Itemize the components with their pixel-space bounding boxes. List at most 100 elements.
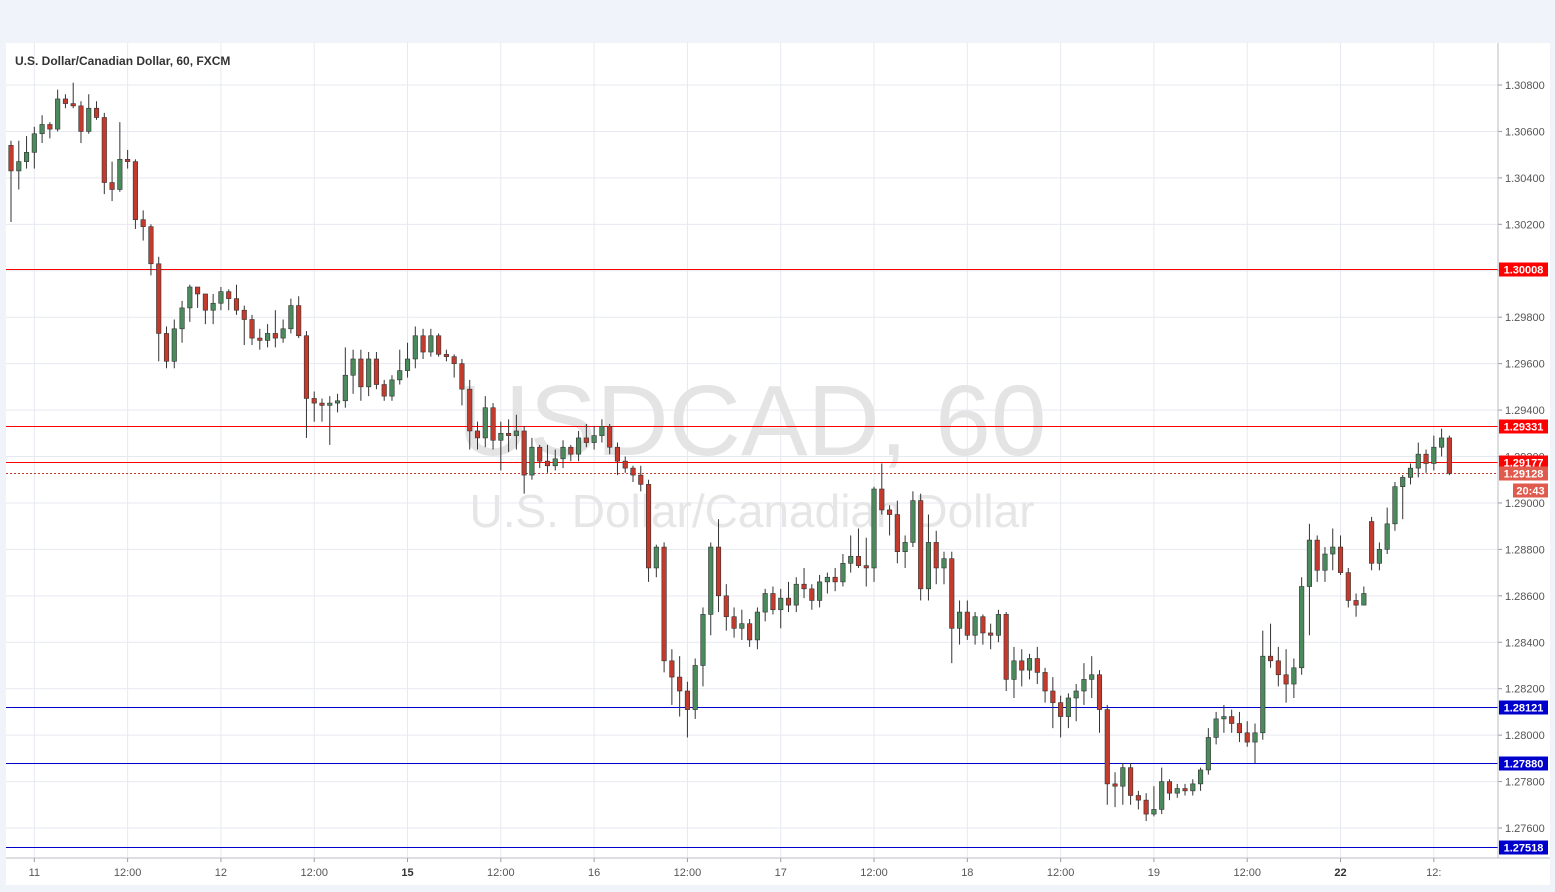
candle[interactable] — [210, 293, 216, 325]
candle[interactable] — [568, 444, 574, 462]
candle[interactable] — [1423, 449, 1429, 473]
candle[interactable] — [163, 326, 170, 369]
candle[interactable] — [1143, 793, 1149, 822]
candle[interactable] — [832, 567, 838, 592]
candle[interactable] — [770, 586, 776, 615]
candle[interactable] — [474, 421, 481, 450]
candle[interactable] — [148, 224, 154, 276]
candle[interactable] — [8, 140, 14, 222]
candle[interactable] — [389, 375, 395, 401]
candle[interactable] — [451, 354, 457, 378]
candle[interactable] — [925, 514, 932, 601]
candle[interactable] — [109, 161, 115, 202]
candle[interactable] — [156, 256, 162, 362]
candle[interactable] — [661, 542, 667, 673]
candle[interactable] — [1299, 577, 1305, 675]
candle[interactable] — [1159, 767, 1165, 815]
candle[interactable] — [824, 572, 830, 594]
candle[interactable] — [1065, 693, 1071, 729]
candle[interactable] — [272, 310, 278, 348]
candle[interactable] — [1026, 653, 1033, 680]
candle[interactable] — [373, 352, 379, 390]
candle[interactable] — [583, 423, 589, 448]
candle[interactable] — [607, 423, 613, 455]
candle[interactable] — [125, 150, 131, 169]
candle[interactable] — [1104, 704, 1110, 805]
candle[interactable] — [700, 607, 706, 687]
candle[interactable] — [280, 319, 286, 343]
candle[interactable] — [1400, 475, 1406, 520]
candle[interactable] — [645, 479, 652, 582]
candle[interactable] — [809, 584, 815, 610]
candle[interactable] — [257, 328, 263, 350]
candle[interactable] — [342, 347, 348, 408]
candle[interactable] — [1376, 542, 1382, 571]
candle[interactable] — [490, 403, 496, 450]
candle[interactable] — [894, 500, 900, 564]
candle[interactable] — [1407, 463, 1414, 485]
candle[interactable] — [871, 486, 877, 582]
candle[interactable] — [1089, 656, 1095, 698]
candle[interactable] — [319, 398, 325, 422]
candle[interactable] — [23, 136, 30, 169]
candle[interactable] — [1306, 523, 1312, 636]
candle[interactable] — [62, 94, 68, 109]
candle[interactable] — [233, 284, 240, 315]
candle[interactable] — [1205, 728, 1211, 775]
candle[interactable] — [467, 379, 473, 450]
candle[interactable] — [537, 444, 543, 469]
candle[interactable] — [1353, 593, 1359, 617]
candle[interactable] — [902, 535, 908, 568]
candle[interactable] — [498, 421, 504, 471]
candle[interactable] — [1252, 723, 1258, 763]
candle[interactable] — [513, 414, 519, 450]
candle[interactable] — [995, 609, 1001, 643]
candle[interactable] — [879, 463, 885, 515]
candle[interactable] — [78, 101, 84, 144]
candle[interactable] — [55, 89, 61, 132]
candle[interactable] — [327, 396, 333, 445]
candle[interactable] — [1174, 783, 1180, 798]
candle[interactable] — [669, 649, 675, 705]
candle[interactable] — [1050, 677, 1056, 729]
candle[interactable] — [778, 588, 784, 629]
candle[interactable] — [226, 289, 232, 311]
candle[interactable] — [576, 430, 582, 462]
candle[interactable] — [1275, 646, 1281, 687]
candle[interactable] — [855, 528, 862, 568]
time-axis-panel[interactable] — [6, 858, 1550, 885]
candle[interactable] — [1322, 547, 1328, 582]
candle[interactable] — [1213, 711, 1219, 745]
candle[interactable] — [70, 82, 76, 109]
candle[interactable] — [863, 537, 869, 587]
candle[interactable] — [187, 284, 193, 322]
candle[interactable] — [949, 551, 955, 664]
candle[interactable] — [404, 342, 411, 378]
candle[interactable] — [1330, 528, 1336, 571]
candle[interactable] — [1384, 507, 1390, 555]
candle[interactable] — [1096, 670, 1103, 733]
candle[interactable] — [1439, 428, 1445, 457]
candle[interactable] — [47, 122, 53, 139]
candle[interactable] — [785, 581, 792, 613]
candle[interactable] — [1073, 684, 1079, 722]
candle[interactable] — [956, 600, 963, 645]
candle[interactable] — [420, 328, 426, 359]
candle[interactable] — [529, 437, 535, 480]
candle[interactable] — [171, 319, 177, 369]
candle[interactable] — [179, 300, 185, 343]
plot-area[interactable] — [6, 43, 1498, 858]
candle[interactable] — [93, 101, 100, 120]
candle[interactable] — [334, 393, 341, 413]
price-axis-panel[interactable] — [1498, 43, 1550, 858]
candle[interactable] — [684, 681, 690, 738]
candle[interactable] — [560, 440, 566, 469]
candle[interactable] — [195, 286, 201, 308]
candle[interactable] — [918, 493, 924, 601]
candle[interactable] — [747, 619, 753, 647]
candle[interactable] — [638, 465, 644, 492]
candle[interactable] — [241, 305, 247, 346]
candle[interactable] — [296, 296, 302, 339]
candle[interactable] — [941, 551, 947, 585]
candle[interactable] — [397, 349, 403, 385]
